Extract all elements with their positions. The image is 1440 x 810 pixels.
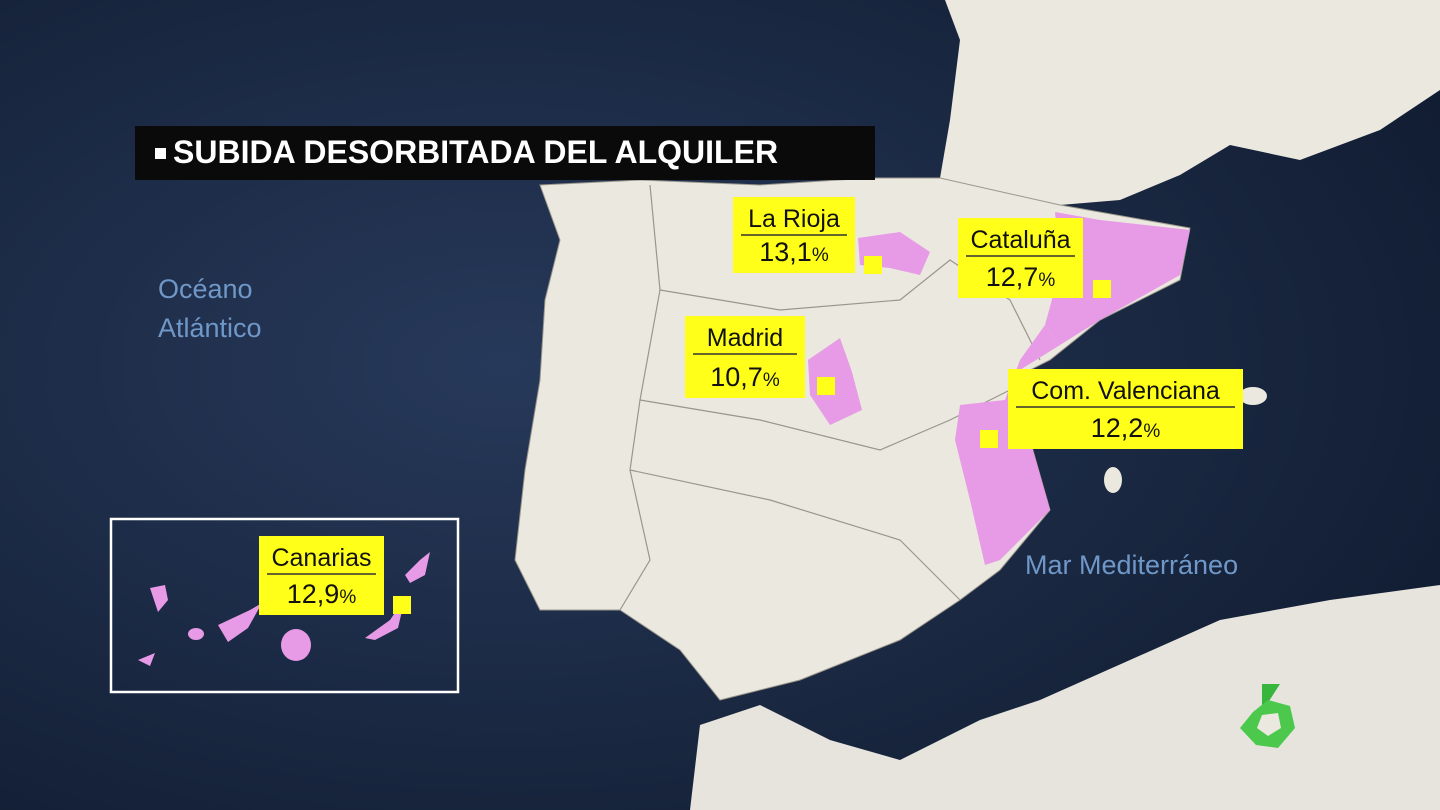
island (1104, 467, 1122, 493)
region-value: 12,9% (287, 579, 357, 609)
region-name: La Rioja (748, 205, 840, 233)
france (940, 0, 1440, 205)
value-number: 12,7 (986, 262, 1039, 292)
region-label: Com. Valenciana 12,2% (980, 369, 1243, 449)
canarias-islands (138, 552, 430, 666)
region-name: Cataluña (970, 226, 1070, 254)
label-box (958, 218, 1083, 298)
region-value: 12,2% (1091, 413, 1161, 443)
region-marker (817, 377, 835, 395)
iberia (514, 177, 1191, 701)
region-label: Canarias 12,9% (259, 536, 411, 615)
sea-label: Mar Mediterráneo (1025, 550, 1238, 580)
region-marker (1093, 280, 1111, 298)
region-name: Canarias (271, 544, 371, 572)
borders (619, 184, 661, 611)
region-value: 13,1% (759, 237, 829, 267)
value-number: 13,1 (759, 237, 812, 267)
region-valenciana (955, 325, 1060, 565)
island (1239, 387, 1267, 405)
region-value: 12,7% (986, 262, 1056, 292)
region-value: 10,7% (710, 362, 780, 392)
value-number: 12,2 (1091, 413, 1144, 443)
title-bar: SUBIDA DESORBITADA DEL ALQUILER (135, 126, 875, 180)
value-unit: % (339, 587, 356, 608)
region-name: Madrid (707, 324, 783, 352)
canarias-inset (109, 517, 460, 694)
title-bullet (155, 148, 166, 159)
title: SUBIDA DESORBITADA DEL ALQUILER (173, 134, 778, 170)
region-marker (980, 430, 998, 448)
label-box (259, 536, 384, 615)
label-box (1008, 369, 1243, 449)
logo (1240, 684, 1295, 748)
region-label: La Rioja 13,1% (733, 197, 882, 274)
label-box (685, 316, 805, 398)
africa (690, 585, 1440, 810)
value-unit: % (763, 370, 780, 391)
region-label: Madrid 10,7% (685, 316, 835, 398)
value-number: 12,9 (287, 579, 340, 609)
region-marker (864, 256, 882, 274)
value-number: 10,7 (710, 362, 763, 392)
sea-label: Atlántico (158, 313, 262, 343)
value-unit: % (1038, 270, 1055, 291)
title-background (135, 126, 875, 180)
sea-label: Océano (158, 274, 253, 304)
borders (659, 259, 1041, 361)
region-marker (393, 596, 411, 614)
borders (629, 469, 961, 601)
region-name: Com. Valenciana (1031, 377, 1220, 405)
region-label: Cataluña 12,7% (958, 218, 1111, 298)
value-unit: % (812, 245, 829, 266)
value-unit: % (1143, 421, 1160, 442)
